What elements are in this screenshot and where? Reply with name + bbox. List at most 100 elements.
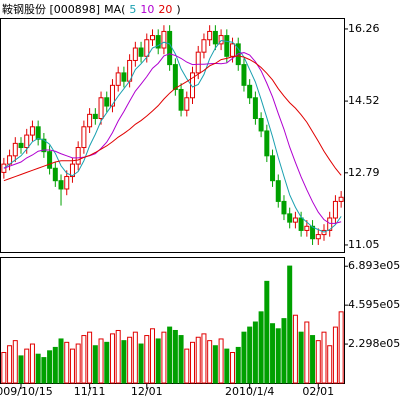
candle-body bbox=[104, 97, 110, 107]
candle-body bbox=[155, 35, 161, 49]
y-tick-label: 12.79 bbox=[348, 166, 380, 179]
volume-bar bbox=[298, 331, 304, 384]
candle-body bbox=[332, 200, 338, 219]
ma-line bbox=[3, 55, 342, 182]
candle-body bbox=[167, 30, 173, 66]
volume-bar bbox=[132, 331, 138, 384]
x-tick-label: 11/11 bbox=[74, 385, 106, 398]
candle-body bbox=[310, 225, 316, 240]
volume-bar bbox=[207, 340, 213, 384]
ma-line bbox=[3, 52, 342, 224]
volume-bar bbox=[75, 343, 81, 384]
candle-body bbox=[29, 126, 35, 136]
candle-body bbox=[98, 97, 104, 120]
candle-body bbox=[252, 97, 258, 120]
volume-bar bbox=[258, 311, 264, 384]
candle-body bbox=[109, 84, 115, 107]
x-tick-label: 12/01 bbox=[131, 385, 163, 398]
candle-body bbox=[184, 97, 190, 111]
candle-body bbox=[92, 113, 98, 120]
candle-body bbox=[230, 43, 236, 57]
candle-body bbox=[338, 196, 344, 202]
candle-body bbox=[64, 176, 70, 190]
ma-suffix: ) bbox=[176, 3, 180, 16]
volume-bar bbox=[327, 345, 333, 384]
volume-bar bbox=[12, 340, 18, 384]
candle-body bbox=[161, 30, 167, 49]
candle-body bbox=[287, 213, 293, 223]
volume-bar bbox=[127, 336, 133, 384]
candle-body bbox=[281, 200, 287, 215]
volume-bar bbox=[241, 331, 247, 384]
volume-tick-label: 4.595e05 bbox=[348, 298, 400, 311]
candle-body bbox=[190, 72, 196, 99]
title-text: 鞍钢股份 [000898] bbox=[2, 2, 100, 16]
volume-bar bbox=[149, 328, 155, 384]
volume-bar bbox=[47, 350, 53, 384]
volume-bar bbox=[87, 331, 93, 384]
legend-entry: 5 bbox=[129, 3, 136, 16]
volume-bar bbox=[190, 341, 196, 384]
volume-bar bbox=[155, 338, 161, 384]
candle-body bbox=[149, 35, 155, 41]
candle-body bbox=[69, 163, 75, 178]
volume-bar bbox=[310, 335, 316, 384]
candle-body bbox=[87, 113, 93, 128]
ma-prefix: MA( bbox=[104, 3, 125, 16]
volume-bar bbox=[264, 280, 270, 384]
volume-bar bbox=[218, 338, 224, 384]
candle-body bbox=[52, 167, 58, 182]
volume-bar bbox=[195, 336, 201, 384]
ma-line bbox=[3, 40, 342, 233]
volume-bar bbox=[138, 343, 144, 384]
volume-bar bbox=[7, 345, 13, 384]
candle-body bbox=[75, 147, 81, 165]
volume-bar bbox=[81, 335, 87, 384]
candle-body bbox=[35, 126, 41, 140]
volume-bar bbox=[92, 345, 98, 384]
candle-body bbox=[12, 142, 18, 157]
candle-body bbox=[195, 51, 201, 74]
volume-bar bbox=[29, 343, 35, 384]
candle-body bbox=[224, 35, 230, 57]
volume-bar bbox=[224, 348, 230, 384]
candle-body bbox=[41, 138, 47, 153]
volume-tick-label: 6.893e05 bbox=[348, 259, 400, 272]
volume-bar bbox=[184, 348, 190, 384]
candle-body bbox=[178, 88, 184, 111]
volume-bar bbox=[24, 348, 30, 384]
volume-bar bbox=[172, 329, 178, 384]
legend-entry: 20 bbox=[158, 3, 172, 16]
volume-bar bbox=[178, 335, 184, 384]
candle-body bbox=[298, 217, 304, 231]
candle-body bbox=[58, 180, 64, 190]
candle-body bbox=[207, 30, 213, 41]
candle-body bbox=[275, 180, 281, 202]
volume-bar bbox=[104, 341, 110, 384]
chart-title: 鞍钢股份 [000898] MA(5 10 20) bbox=[2, 2, 181, 16]
candle-body bbox=[315, 234, 321, 240]
volume-bar bbox=[230, 352, 236, 384]
price-pane bbox=[0, 18, 345, 253]
candle-body bbox=[201, 39, 207, 53]
volume-bar bbox=[321, 331, 327, 384]
volume-tick-label: 2.298e05 bbox=[348, 337, 400, 350]
candle-body bbox=[18, 142, 24, 149]
candle-body bbox=[304, 225, 310, 231]
candle-body bbox=[241, 64, 247, 86]
volume-bar bbox=[121, 340, 127, 384]
y-tick-label: 11.05 bbox=[348, 238, 380, 251]
volume-bar bbox=[247, 326, 253, 384]
volume-bar bbox=[35, 353, 41, 384]
y-tick-label: 16.26 bbox=[348, 22, 380, 35]
volume-bar bbox=[281, 318, 287, 384]
volume-pane bbox=[0, 257, 345, 384]
volume-bar bbox=[275, 328, 281, 384]
volume-bar bbox=[144, 335, 150, 384]
candle-body bbox=[172, 64, 178, 90]
candle-body bbox=[121, 72, 127, 82]
volume-bar bbox=[292, 314, 298, 384]
candle-body bbox=[270, 155, 276, 182]
x-tick-label: 2009/10/15 bbox=[0, 385, 53, 398]
